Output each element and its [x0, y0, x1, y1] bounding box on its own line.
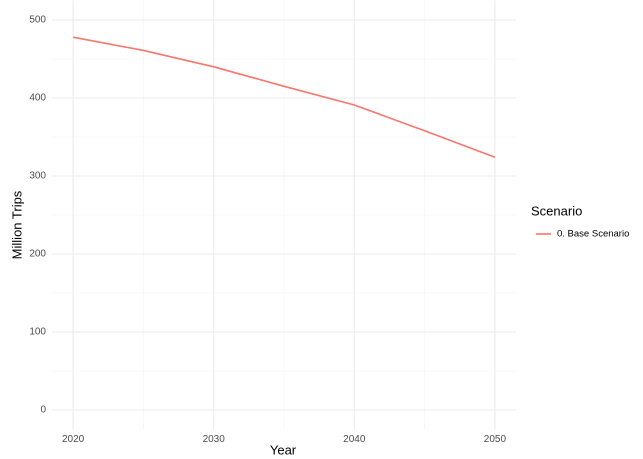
x-tick-label: 2020 [62, 434, 85, 445]
x-tick-label: 2050 [484, 434, 507, 445]
y-tick-label: 400 [29, 93, 46, 104]
y-tick-label: 100 [29, 327, 46, 338]
y-tick-label: 200 [29, 249, 46, 260]
y-tick-label: 300 [29, 171, 46, 182]
x-tick-label: 2040 [343, 434, 366, 445]
legend-label: 0. Base Scenario [557, 229, 629, 240]
y-tick-label: 0 [40, 405, 46, 416]
legend-title: Scenario [531, 203, 582, 218]
y-axis-title: Million Trips [9, 190, 24, 259]
series-line [72, 36, 496, 159]
x-axis-title: Year [270, 442, 297, 457]
x-tick-label: 2030 [203, 434, 226, 445]
y-tick-label: 500 [29, 15, 46, 26]
